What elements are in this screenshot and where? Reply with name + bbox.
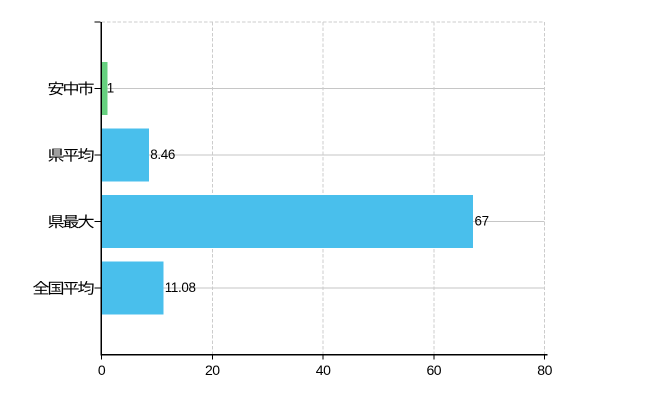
svg-text:80: 80 — [537, 362, 552, 378]
svg-text:40: 40 — [316, 362, 331, 378]
svg-text:20: 20 — [205, 362, 220, 378]
svg-text:0: 0 — [98, 362, 106, 378]
svg-text:11.08: 11.08 — [165, 280, 196, 295]
svg-text:1: 1 — [107, 81, 114, 96]
svg-text:8.46: 8.46 — [150, 147, 175, 162]
svg-text:60: 60 — [427, 362, 442, 378]
svg-text:67: 67 — [475, 214, 489, 229]
